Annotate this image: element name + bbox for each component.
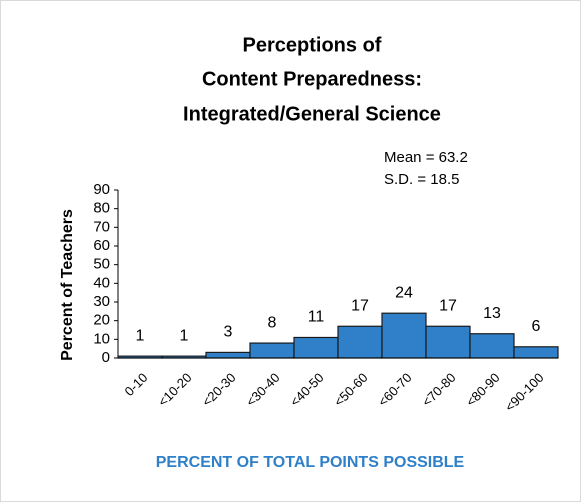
y-tick-label: 50 — [93, 256, 110, 273]
bar — [469, 333, 515, 359]
annotation: Mean = 63.2 — [384, 149, 468, 166]
chart-title: Integrated/General Science — [183, 103, 441, 125]
y-tick-label: 0 — [102, 349, 110, 366]
annotation: S.D. = 18.5 — [384, 171, 459, 188]
bar — [205, 351, 251, 359]
data-label: 17 — [439, 297, 457, 314]
y-tick-label: 20 — [93, 312, 110, 329]
chart-title: Perceptions of — [243, 34, 382, 56]
y-axis-label: Percent of Teachers — [59, 209, 76, 361]
y-tick-label: 60 — [93, 237, 110, 254]
data-label: 6 — [532, 318, 541, 335]
data-label: 13 — [483, 305, 501, 322]
bar — [425, 325, 471, 359]
y-tick-label: 70 — [93, 218, 110, 235]
data-label: 17 — [351, 297, 369, 314]
bar — [381, 312, 427, 359]
y-tick-label: 30 — [93, 293, 110, 310]
chart-title: Content Preparedness: — [202, 68, 422, 90]
data-label: 1 — [180, 327, 189, 344]
data-label: 24 — [395, 284, 413, 301]
x-axis-label: PERCENT OF TOTAL POINTS POSSIBLE — [156, 454, 465, 471]
y-tick-label: 80 — [93, 200, 110, 217]
bar — [513, 346, 559, 359]
data-label: 1 — [136, 327, 145, 344]
bar — [249, 342, 295, 359]
y-tick-label: 90 — [93, 181, 110, 198]
bar — [293, 336, 339, 359]
y-tick-label: 10 — [93, 330, 110, 347]
data-label: 3 — [224, 324, 233, 341]
y-tick-label: 40 — [93, 274, 110, 291]
data-label: 11 — [308, 309, 325, 326]
bar — [337, 325, 383, 359]
data-label: 8 — [268, 314, 277, 331]
